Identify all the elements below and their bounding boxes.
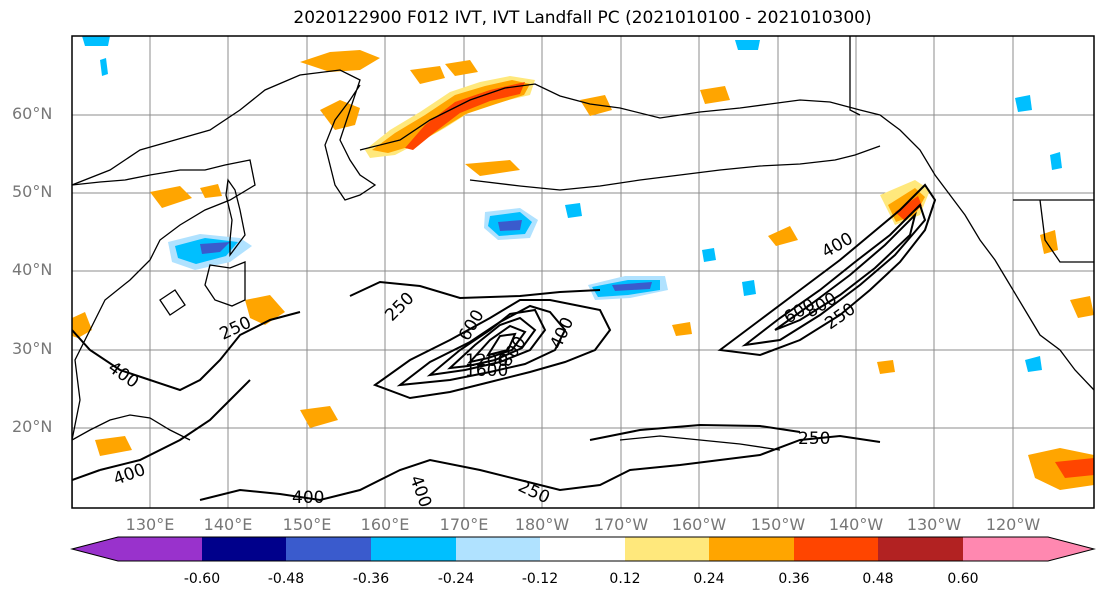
- colorbar-extend-high: [1048, 537, 1094, 561]
- contour-label: 400: [292, 488, 324, 508]
- colorbar-segment: [709, 537, 794, 561]
- colorbar-segment: [456, 537, 540, 561]
- coastlines: [72, 36, 1094, 508]
- colorbar-segment: [202, 537, 286, 561]
- colorbar-segment: [118, 537, 202, 561]
- map-frame: [71, 35, 1095, 509]
- contour-label: 250: [798, 429, 830, 449]
- lat-label-50n: 50°N: [12, 182, 53, 201]
- lat-label-20n: 20°N: [12, 417, 53, 436]
- colorbar-tick-label: -0.36: [352, 571, 390, 587]
- colorbar: [70, 536, 1096, 562]
- colorbar-tick-label: -0.24: [437, 571, 475, 587]
- contour-label: 250: [515, 476, 553, 508]
- lat-label-60n: 60°N: [12, 104, 53, 123]
- colorbar-tick-label: 0.24: [693, 571, 725, 587]
- map-plot-area: 250 400 600 800 1200 1600 250 400 250 40…: [72, 36, 1094, 510]
- colorbar-segment: [371, 537, 456, 561]
- colorbar-extend-low: [72, 537, 118, 561]
- lon-label-130w: 130°W: [906, 515, 962, 534]
- colorbar-segment: [625, 537, 709, 561]
- negative-pc-shading: [82, 36, 1062, 372]
- colorbar-tick-label: 0.12: [609, 571, 641, 587]
- contour-label: 400: [546, 314, 578, 352]
- contour-label: 400: [111, 460, 148, 490]
- lon-label-130e: 130°E: [125, 515, 175, 534]
- ivt-contours: [72, 183, 937, 502]
- lon-label-170w: 170°W: [593, 515, 649, 534]
- lon-label-160e: 160°E: [360, 515, 410, 534]
- colorbar-segment: [794, 537, 878, 561]
- lat-label-30n: 30°N: [12, 339, 53, 358]
- colorbar-tick-label: 0.48: [862, 571, 894, 587]
- lon-label-120w: 120°W: [985, 515, 1041, 534]
- contour-label: 1200: [465, 351, 508, 371]
- lon-label-150e: 150°E: [282, 515, 332, 534]
- graticule: [72, 36, 1094, 508]
- lon-label-150w: 150°W: [750, 515, 806, 534]
- contour-label: 400: [405, 473, 435, 510]
- colorbar-tick-label: 0.60: [947, 571, 979, 587]
- colorbar-tick-label: -0.60: [183, 571, 221, 587]
- lat-label-40n: 40°N: [12, 260, 53, 279]
- lon-label-170e: 170°E: [439, 515, 489, 534]
- lon-label-160w: 160°W: [671, 515, 727, 534]
- map-title: 2020122900 F012 IVT, IVT Landfall PC (20…: [293, 8, 872, 28]
- contour-label: 250: [381, 288, 418, 325]
- colorbar-tick-label: -0.48: [267, 571, 305, 587]
- contour-label: 400: [819, 229, 857, 263]
- positive-pc-shading: [72, 50, 1094, 490]
- lon-label-180w: 180°W: [514, 515, 570, 534]
- contour-label: 1600: [465, 361, 508, 381]
- lon-label-140e: 140°E: [203, 515, 253, 534]
- colorbar-segment: [963, 537, 1048, 561]
- lon-label-140w: 140°W: [828, 515, 884, 534]
- colorbar-tick-label: 0.36: [778, 571, 810, 587]
- colorbar-tick-label: -0.12: [521, 571, 559, 587]
- colorbar-segment: [540, 537, 625, 561]
- colorbar-segment: [286, 537, 371, 561]
- colorbar-segment: [878, 537, 963, 561]
